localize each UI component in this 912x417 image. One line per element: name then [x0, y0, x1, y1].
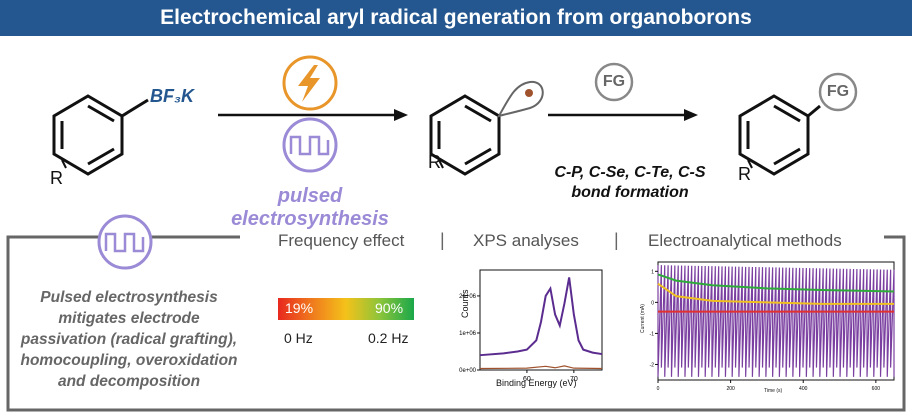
- summary-line: Pulsed electrosynthesis: [40, 289, 218, 306]
- bond-line: bond formation: [571, 184, 689, 201]
- square-wave-icon: [97, 214, 153, 270]
- results-frame: [6, 235, 906, 412]
- fg-label: FG: [826, 83, 850, 100]
- separator: |: [440, 230, 445, 250]
- benzene-product: [738, 94, 821, 176]
- frequency-gradient-bar: [278, 298, 414, 320]
- low-frequency-yield: 19%: [285, 300, 314, 316]
- xps-ylabel: Counts: [460, 289, 470, 318]
- lightning-icon: [282, 55, 338, 111]
- electroanalytical-chart: 0 200 400 600 1 0 -1 -2: [650, 261, 895, 392]
- ec-x-tick-label: 600: [872, 386, 881, 392]
- reagent-label: BF₃K: [150, 86, 194, 106]
- section-electro: Electroanalytical methods: [648, 231, 842, 250]
- summary-line: mitigates electrode: [58, 310, 200, 327]
- ec-y-tick-label: 1: [651, 269, 654, 275]
- xps-y-tick-label: 1e+06: [459, 331, 477, 337]
- ec-series-line: [657, 273, 895, 293]
- xps-chart: 60 70 0e+00 1e+06 2e+06: [459, 269, 603, 383]
- substituent-label: R: [50, 168, 63, 188]
- section-frequency: Frequency effect: [278, 231, 405, 250]
- substituent-label: R: [738, 164, 751, 184]
- ec-series-line: [657, 282, 894, 305]
- bond-formation-label: C-P, C-Se, C-Te, C-S bond formation: [540, 163, 720, 203]
- benzene-reactant: [52, 94, 149, 176]
- substituent-label: R: [428, 152, 441, 172]
- section-xps: XPS analyses: [473, 231, 579, 250]
- summary-line: passivation (radical grafting),: [20, 331, 238, 348]
- xps-x-tick-label: 70: [570, 376, 578, 383]
- ec-x-tick-label: 400: [799, 386, 808, 392]
- xps-series-line: [479, 365, 603, 370]
- square-wave-icon: [282, 117, 338, 173]
- separator: |: [614, 230, 619, 250]
- xps-y-tick-label: 0e+00: [459, 368, 477, 374]
- xps-series-line: [479, 277, 603, 357]
- xps-x-tick-label: 60: [523, 376, 531, 383]
- pulsed-label: pulsed electrosynthesis: [231, 185, 389, 230]
- summary-line: and decomposition: [57, 373, 201, 390]
- xps-plot-frame: [479, 269, 603, 371]
- page-title: Electrochemical aryl radical generation …: [0, 0, 912, 36]
- ec-y-tick-label: 0: [651, 300, 654, 306]
- ec-x-tick-label: 0: [657, 386, 660, 392]
- ec-y-tick-label: -1: [650, 331, 655, 337]
- low-frequency-label: 0 Hz: [284, 330, 313, 346]
- ec-x-tick-label: 200: [726, 386, 735, 392]
- ec-y-tick-label: -2: [650, 362, 655, 368]
- xps-xlabel: Binding Energy (eV): [496, 378, 577, 388]
- xps-y-tick-label: 2e+06: [459, 294, 477, 300]
- high-frequency-label: 0.2 Hz: [368, 330, 409, 346]
- summary-text: Pulsed electrosynthesis mitigates electr…: [14, 287, 244, 392]
- summary-line: homocoupling, overoxidation: [20, 352, 238, 369]
- fg-product-icon: [818, 72, 858, 112]
- ec-ylabel: Current (mA): [640, 304, 646, 333]
- high-frequency-yield: 90%: [375, 300, 404, 316]
- bond-line: C-P, C-Se, C-Te, C-S: [554, 164, 706, 181]
- fg-label: FG: [602, 73, 626, 90]
- radical-orbital-icon: [496, 80, 544, 118]
- ec-pulsed-series: [657, 265, 895, 377]
- fg-reagent-icon: [594, 62, 634, 102]
- ec-xlabel: Time (s): [764, 388, 783, 394]
